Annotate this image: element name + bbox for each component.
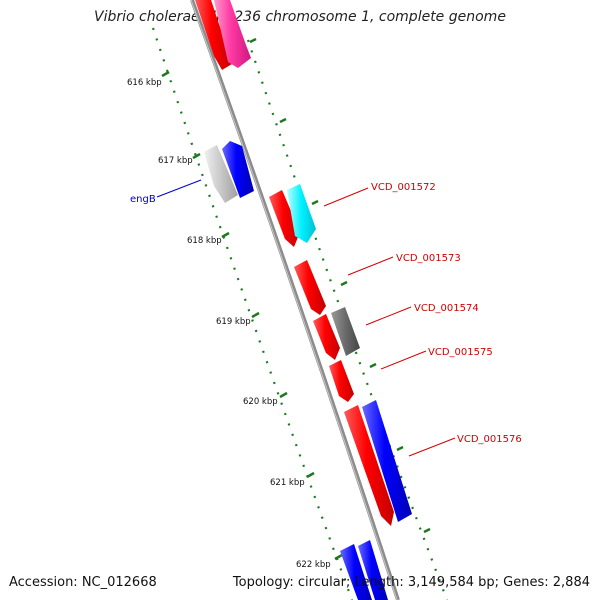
gene-arrow[interactable] xyxy=(222,141,254,198)
tick-label-617kbp: 617 kbp xyxy=(158,156,193,166)
genome-backbone xyxy=(190,0,400,600)
ruler-ticks xyxy=(161,37,431,561)
gene-arrow[interactable] xyxy=(195,0,232,70)
leader-lines xyxy=(156,179,456,457)
accession-text: Accession: NC_012668 xyxy=(9,575,157,590)
gene-label-engB[interactable]: engB xyxy=(130,194,156,205)
gene-label-VCD_001572[interactable]: VCD_001572 xyxy=(371,182,436,193)
gene-arrow[interactable] xyxy=(362,400,412,522)
gene-label-VCD_001573[interactable]: VCD_001573 xyxy=(396,253,461,264)
tick-label-619kbp: 619 kbp xyxy=(216,317,251,327)
gene-arrow[interactable] xyxy=(294,260,326,315)
genome-stats-text: Topology: circular; Length: 3,149,584 bp… xyxy=(232,575,590,590)
gene-arrow[interactable] xyxy=(329,360,354,402)
gene-arrow[interactable] xyxy=(313,314,340,360)
ruler-dots-left xyxy=(151,27,354,600)
tick-label-616kbp: 616 kbp xyxy=(127,78,162,88)
gene-arrow[interactable] xyxy=(287,184,316,243)
gene-arrow[interactable] xyxy=(214,0,251,68)
tick-label-620kbp: 620 kbp xyxy=(243,397,278,407)
gene-label-VCD_001575[interactable]: VCD_001575 xyxy=(428,347,493,358)
genome-backbone-highlight xyxy=(190,0,398,600)
gene-arrow[interactable] xyxy=(358,540,388,600)
tick-label-622kbp: 622 kbp xyxy=(296,560,331,570)
tick-label-618kbp: 618 kbp xyxy=(187,236,222,246)
gene-arrow[interactable] xyxy=(331,307,360,356)
gene-arrow-engB[interactable] xyxy=(204,145,238,203)
gene-label-VCD_001576[interactable]: VCD_001576 xyxy=(457,434,522,445)
gene-arrow[interactable] xyxy=(269,190,300,247)
gene-arrow[interactable] xyxy=(344,405,394,526)
gene-arrow[interactable] xyxy=(340,544,372,600)
tick-label-621kbp: 621 kbp xyxy=(270,478,305,488)
gene-label-VCD_001574[interactable]: VCD_001574 xyxy=(414,303,479,314)
